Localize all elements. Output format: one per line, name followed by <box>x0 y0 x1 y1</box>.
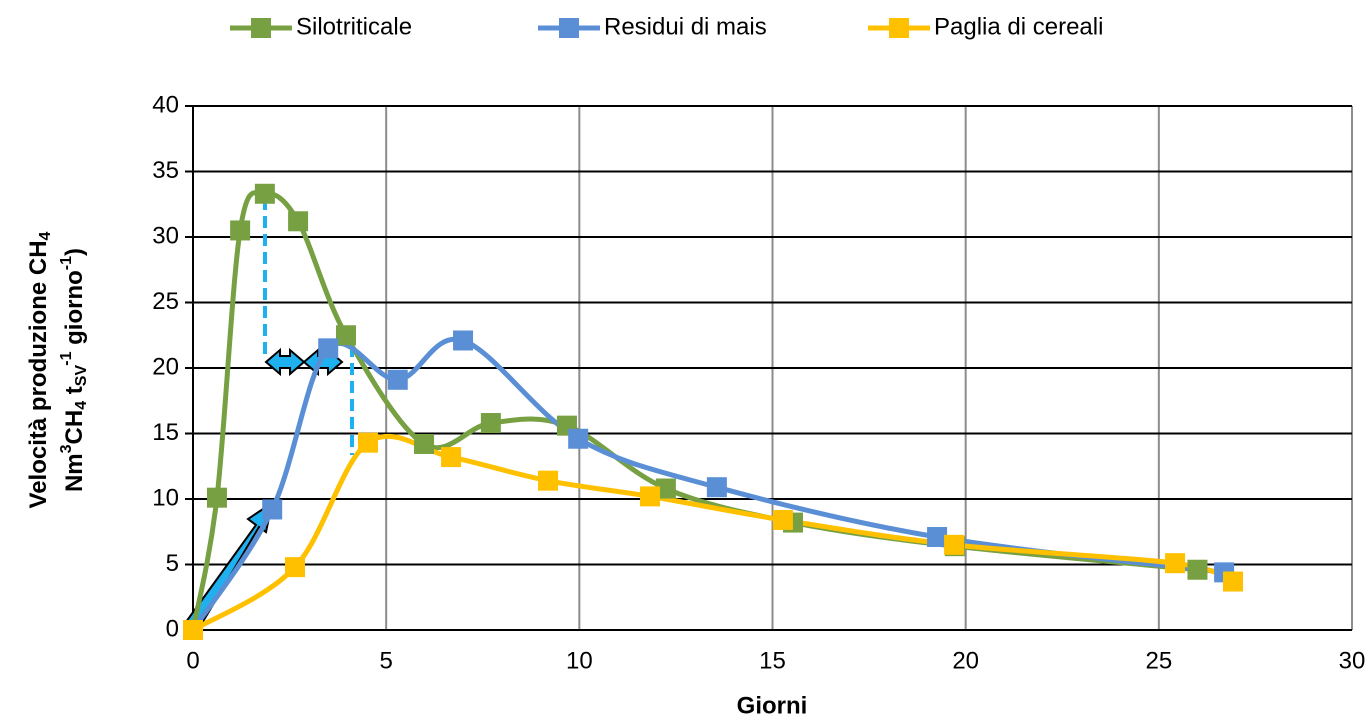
legend-label: Residui di mais <box>604 13 767 40</box>
marker <box>1165 553 1186 574</box>
marker <box>927 526 948 547</box>
marker <box>387 369 408 390</box>
x-axis-label: Giorni <box>737 692 808 719</box>
label-part: -1 <box>58 351 75 365</box>
x-tick-label: 0 <box>186 647 199 674</box>
marker <box>453 330 474 351</box>
marker <box>262 499 283 520</box>
marker <box>358 432 379 453</box>
label-part: giorno <box>61 270 88 351</box>
marker <box>414 433 435 454</box>
marker <box>206 487 227 508</box>
legend-marker <box>559 18 579 38</box>
marker <box>772 509 793 530</box>
x-tick-label: 30 <box>1339 647 1366 674</box>
label-part: 3 <box>58 444 75 453</box>
marker <box>480 413 501 434</box>
x-tick-label: 15 <box>759 647 786 674</box>
marker <box>335 325 356 346</box>
marker <box>538 470 559 491</box>
legend-label: Silotriticale <box>296 13 412 40</box>
label-part: Velocità produzione CH <box>25 240 52 508</box>
legend-marker <box>889 18 909 38</box>
marker <box>183 620 203 640</box>
label-part: t <box>61 386 88 401</box>
label-part: CH <box>61 410 88 445</box>
y-tick-label: 15 <box>152 419 179 446</box>
marker <box>944 534 965 555</box>
legend-marker <box>251 18 271 38</box>
marker <box>655 478 676 499</box>
x-tick-label: 20 <box>952 647 979 674</box>
plot-area <box>185 105 1353 631</box>
y-tick-label: 40 <box>152 91 179 118</box>
y-tick-label: 35 <box>152 157 179 184</box>
y-tick-label: 10 <box>152 484 179 511</box>
marker <box>284 557 305 578</box>
marker <box>1187 559 1208 580</box>
y-tick-label: 20 <box>152 353 179 380</box>
label-part: -1 <box>58 256 75 270</box>
marker <box>230 220 251 241</box>
y-tick-label: 25 <box>152 288 179 315</box>
y-tick-label: 30 <box>152 222 179 249</box>
marker <box>288 211 309 232</box>
label-part: 4 <box>37 231 54 240</box>
marker <box>254 183 275 204</box>
y-tick-label: 5 <box>166 550 179 577</box>
x-tick-label: 25 <box>1145 647 1172 674</box>
label-part: Nm <box>61 453 88 492</box>
marker <box>706 477 727 498</box>
marker <box>568 428 589 449</box>
marker <box>1223 571 1244 592</box>
marker <box>441 447 462 468</box>
y-axis-label-line: Nm3CH4 tSV-1 giorno-1) <box>58 248 90 492</box>
x-tick-label: 5 <box>379 647 392 674</box>
legend-label: Paglia di cereali <box>934 13 1103 40</box>
marker <box>640 486 661 507</box>
label-part: ) <box>61 248 88 256</box>
label-part: 4 <box>73 401 90 410</box>
y-tick-label: 0 <box>166 615 179 642</box>
label-part: SV <box>73 365 90 387</box>
marker <box>318 338 339 359</box>
y-axis-label-line: Velocità produzione CH4 <box>25 231 54 508</box>
x-tick-label: 10 <box>566 647 593 674</box>
double-arrow <box>264 347 306 377</box>
series-line <box>191 433 1234 633</box>
